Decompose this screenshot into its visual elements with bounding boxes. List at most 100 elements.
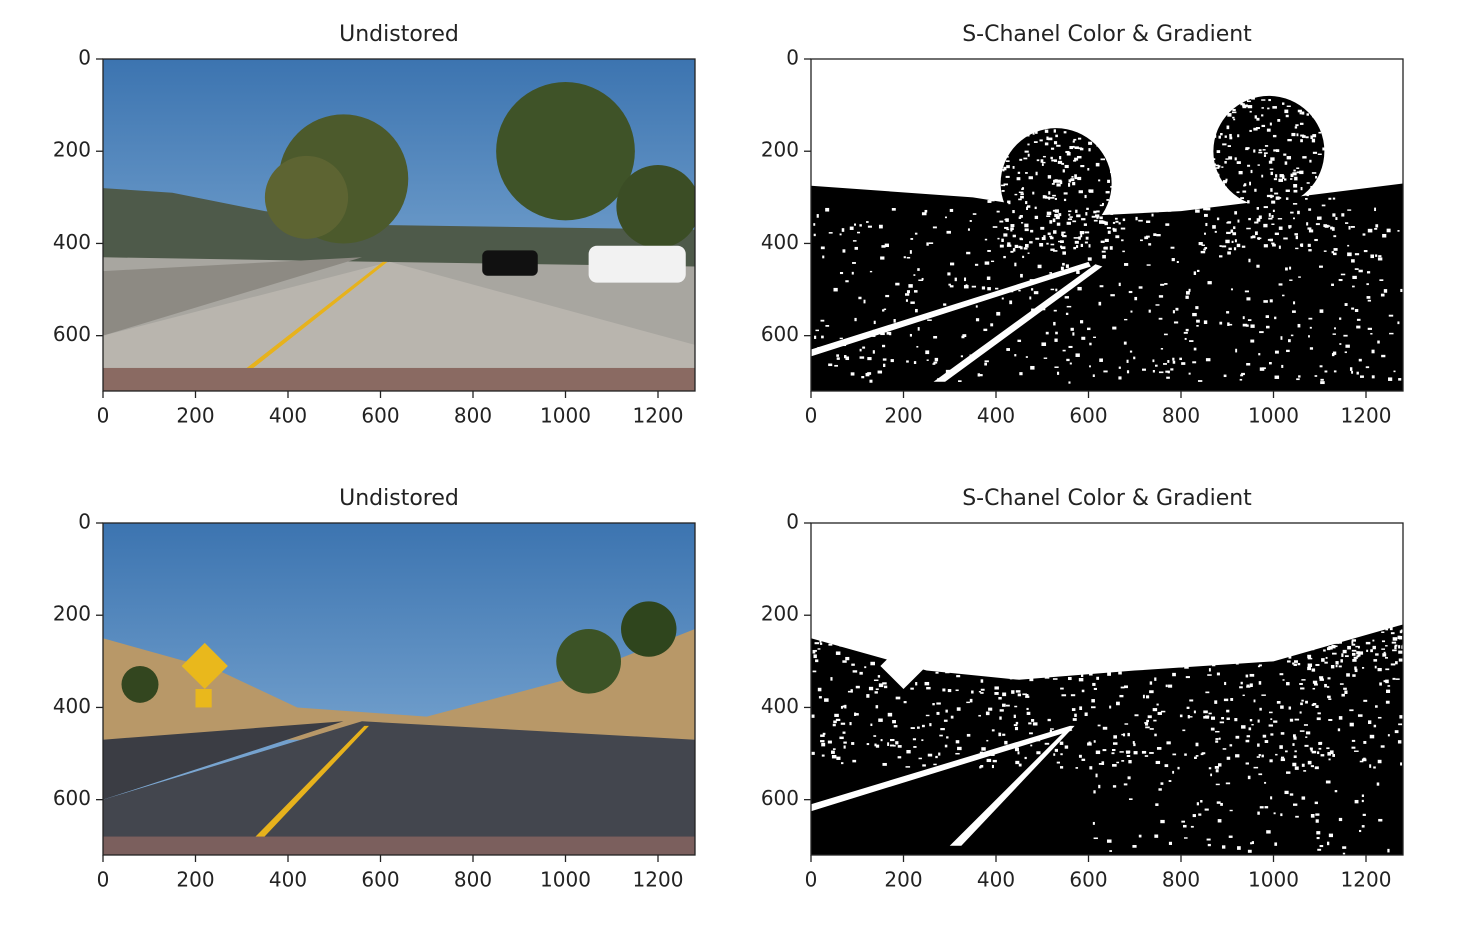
speck [1019, 653, 1022, 656]
speck [1281, 364, 1284, 368]
speck [982, 665, 988, 669]
speck [1059, 766, 1064, 769]
speck [1246, 100, 1251, 103]
speck [979, 766, 982, 769]
speck [1307, 597, 1310, 600]
speck [988, 663, 992, 666]
speck [1247, 849, 1252, 853]
speck [1290, 634, 1293, 638]
speck [1149, 728, 1154, 730]
speck [1054, 209, 1059, 213]
speck [992, 226, 998, 228]
speck [1227, 322, 1230, 326]
speck [1286, 156, 1292, 160]
speck [1295, 235, 1298, 240]
speck [822, 732, 826, 735]
speck [1043, 235, 1046, 238]
speck [1188, 288, 1191, 292]
speck [1010, 132, 1013, 135]
speck [1274, 636, 1278, 638]
speck [1156, 746, 1162, 750]
speck [1328, 610, 1332, 614]
speck [1062, 262, 1065, 266]
speck [864, 666, 867, 669]
speck [825, 325, 830, 327]
speck [1254, 188, 1257, 192]
speck [813, 233, 816, 237]
speck [1363, 699, 1368, 702]
speck [1351, 370, 1354, 374]
speck [1056, 222, 1061, 226]
speck [1081, 336, 1086, 340]
speck [1089, 766, 1093, 770]
shape [621, 601, 677, 657]
speck [1316, 717, 1321, 721]
speck [1307, 760, 1312, 765]
speck [1316, 216, 1320, 220]
speck [1020, 273, 1023, 278]
speck [881, 245, 886, 248]
speck [1320, 378, 1324, 381]
speck [1288, 225, 1292, 228]
speck [1205, 358, 1211, 362]
speck [1370, 649, 1373, 653]
speck [994, 160, 998, 163]
x-tick-label: 200 [884, 868, 922, 892]
speck [1093, 219, 1098, 222]
speck [1195, 209, 1200, 213]
speck [866, 694, 870, 698]
speck [1307, 663, 1313, 668]
speck [929, 723, 932, 727]
speck [1065, 150, 1070, 154]
speck [988, 707, 993, 711]
speck [1282, 679, 1285, 681]
speck [1014, 705, 1018, 708]
speck [1386, 228, 1391, 233]
speck [978, 374, 983, 377]
speck [1288, 655, 1292, 659]
speck [1028, 638, 1033, 640]
speck [1263, 154, 1267, 157]
speck [1349, 709, 1354, 712]
speck [1324, 683, 1327, 688]
speck [1373, 724, 1377, 728]
speck [835, 718, 841, 722]
speck [1270, 171, 1273, 176]
shape [811, 725, 1073, 812]
speck [1093, 837, 1098, 840]
speck [1312, 624, 1315, 628]
speck [1144, 755, 1149, 757]
speck [981, 286, 986, 290]
speck [822, 255, 825, 259]
speck [1081, 758, 1086, 761]
speck [909, 333, 912, 337]
speck [839, 736, 844, 740]
speck [1122, 733, 1126, 737]
speck [1308, 616, 1311, 620]
speck [1351, 259, 1355, 263]
speck [1145, 726, 1150, 729]
axes-frame [810, 58, 1404, 392]
speck [1270, 188, 1273, 192]
speck [1035, 654, 1040, 658]
speck [1073, 246, 1077, 250]
speck [995, 287, 999, 290]
speck [1225, 178, 1228, 181]
speck [1239, 658, 1244, 662]
speck [1356, 655, 1360, 658]
speck [991, 764, 994, 769]
speck [1003, 255, 1006, 259]
speck [1385, 645, 1388, 647]
speck [1070, 178, 1075, 182]
speck [926, 686, 931, 690]
speck [889, 744, 895, 747]
speck [1073, 138, 1077, 141]
speck [1053, 230, 1057, 234]
speck [1299, 683, 1303, 685]
speck [1133, 356, 1136, 360]
speck [1044, 196, 1049, 199]
speck [1331, 353, 1335, 357]
speck [1155, 210, 1159, 213]
speck [1015, 674, 1020, 678]
speck [1118, 222, 1121, 225]
